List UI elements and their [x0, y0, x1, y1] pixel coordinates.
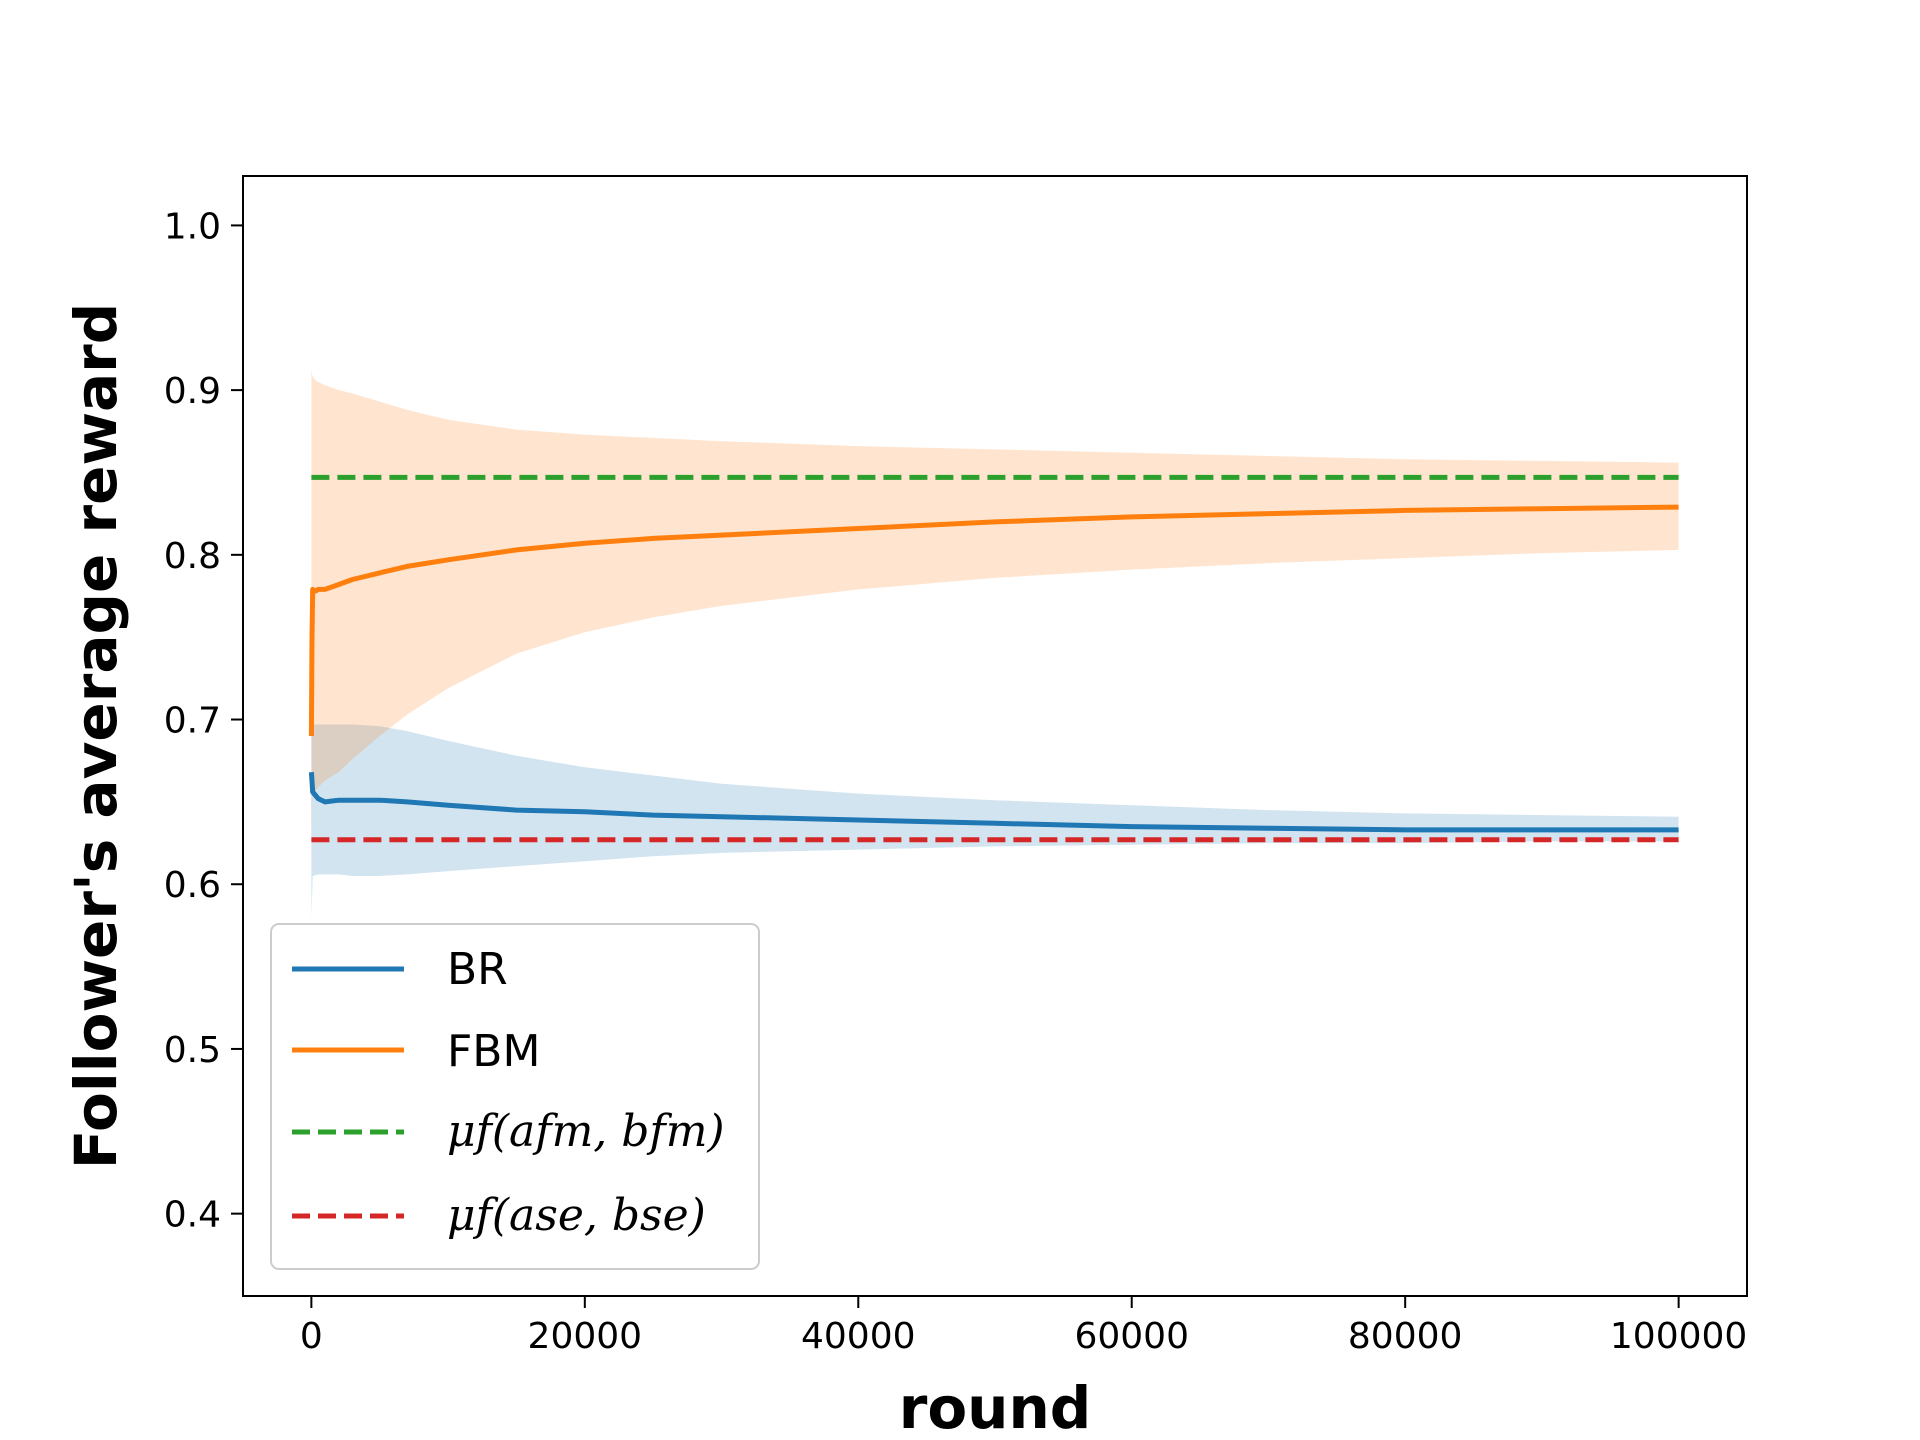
x-tick-label: 100000	[1610, 1316, 1747, 1357]
y-axis-label: Follower's average reward	[62, 303, 130, 1170]
legend-label-mu-fm: μf(afm, bfm)	[447, 1106, 725, 1157]
y-tick-label: 0.6	[164, 865, 221, 906]
x-axis-label: round	[899, 1374, 1092, 1440]
y-tick-label: 0.9	[164, 371, 221, 412]
plot-frame	[242, 175, 1748, 1297]
legend-label-br: BR	[447, 944, 508, 995]
y-tick-label: 0.4	[164, 1195, 221, 1236]
y-tick-label: 1.0	[164, 206, 221, 247]
y-tick-label: 0.8	[164, 536, 221, 577]
y-tick-label: 0.7	[164, 701, 221, 742]
legend-label-fbm: FBM	[447, 1026, 540, 1077]
x-tick-label: 0	[300, 1316, 323, 1357]
y-axis: 0.4 0.5 0.6 0.7 0.8 0.9 1.0	[164, 206, 243, 1236]
line-br	[308, 772, 1679, 833]
x-tick-label: 40000	[801, 1316, 916, 1357]
legend: BR FBM μf(afm, bfm) μf(ase, bse)	[270, 923, 760, 1270]
legend-label-mu-se: μf(ase, bse)	[447, 1190, 706, 1241]
series-lines	[308, 474, 1679, 843]
y-tick-label: 0.5	[164, 1030, 221, 1071]
band-fbm	[311, 370, 1679, 860]
legend-box	[270, 923, 760, 1270]
x-axis: 0 20000 40000 60000 80000 100000	[300, 1296, 1747, 1357]
x-tick-label: 20000	[528, 1316, 643, 1357]
x-tick-label: 60000	[1074, 1316, 1189, 1357]
line-fbm	[308, 504, 1679, 737]
x-tick-label: 80000	[1348, 1316, 1463, 1357]
